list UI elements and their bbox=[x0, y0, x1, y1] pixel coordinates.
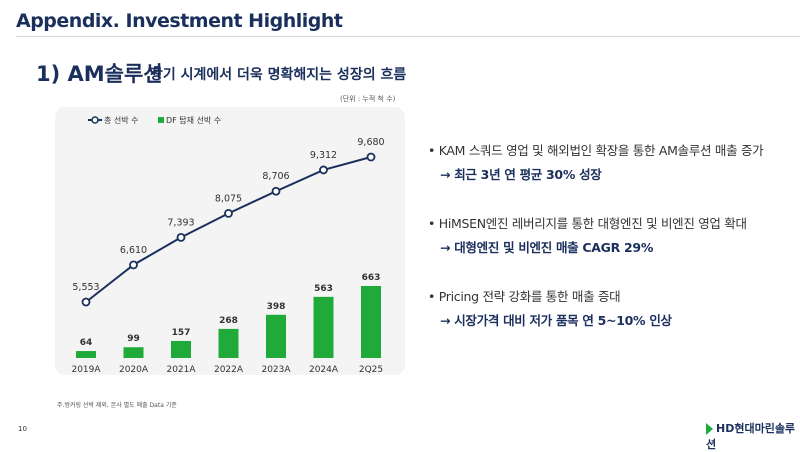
x-tick-label: 2022A bbox=[214, 365, 244, 375]
bar-label: 663 bbox=[362, 273, 381, 283]
line-point bbox=[129, 260, 138, 270]
line-label: 8,706 bbox=[262, 171, 289, 182]
bullet-1-sub: → 최근 3년 연 평균 30% 성장 bbox=[440, 167, 602, 182]
footnote: 주.벙커링 선박 제외, 본사 별도 매출 Data 기준 bbox=[57, 402, 177, 409]
company-logo: HD현대마린솔루션 bbox=[706, 420, 800, 452]
bar-2Q25 bbox=[361, 286, 381, 358]
legend-label-total: 총 선박 수 bbox=[104, 115, 139, 125]
bar-2020A bbox=[123, 347, 144, 358]
bar-2021A bbox=[171, 340, 191, 358]
x-tick-label: 2020A bbox=[119, 365, 149, 375]
bar-label: 268 bbox=[219, 316, 238, 326]
bar-2024A bbox=[313, 296, 334, 358]
x-tick-label: 2023A bbox=[261, 365, 291, 375]
logo-text: HD현대마린솔루션 bbox=[706, 422, 796, 451]
line-label: 6,610 bbox=[120, 245, 147, 256]
line-point bbox=[366, 152, 376, 162]
line-point bbox=[271, 186, 281, 196]
x-tick-label: 2024A bbox=[309, 365, 339, 375]
header-divider bbox=[16, 36, 800, 37]
line-point bbox=[224, 208, 233, 218]
bar-2022A bbox=[218, 328, 239, 358]
line-label: 9,680 bbox=[357, 137, 384, 148]
line-point bbox=[176, 232, 186, 242]
page-number: 10 bbox=[18, 425, 27, 433]
unit-note: (단위 : 누적 척 수) bbox=[340, 95, 396, 103]
bar-2023A bbox=[266, 314, 286, 358]
bullet-2: • HiMSEN엔진 레버리지를 통한 대형엔진 및 비엔진 영업 확대 bbox=[428, 216, 747, 231]
bar-2019A bbox=[76, 351, 96, 358]
x-tick-label: 2019A bbox=[71, 365, 101, 375]
x-tick-label: 2Q25 bbox=[359, 365, 383, 375]
bullet-1-text: KAM 스쿼드 영업 및 해외법인 확장을 통한 AM솔루션 매출 증가 bbox=[438, 143, 764, 158]
total-line bbox=[85, 156, 372, 303]
line-label: 9,312 bbox=[310, 150, 337, 161]
section-title: 1) AM솔루션 bbox=[36, 62, 163, 86]
line-label: 7,393 bbox=[167, 217, 194, 228]
bullet-2-sub: → 대형엔진 및 비엔진 매출 CAGR 29% bbox=[440, 240, 654, 255]
logo-chevron-icon bbox=[706, 423, 713, 435]
line-label: 8,075 bbox=[215, 193, 242, 204]
bar-label: 157 bbox=[172, 328, 191, 338]
section-subtitle: 장기 시계에서 더욱 명확해지는 성장의 흐름 bbox=[150, 67, 407, 83]
page-header: Appendix. Investment Highlight bbox=[16, 10, 343, 32]
bar-label: 398 bbox=[267, 302, 286, 312]
bar-label: 99 bbox=[127, 334, 140, 344]
bullet-3-text: Pricing 전략 강화를 통한 매출 증대 bbox=[438, 289, 621, 304]
bar-label: 64 bbox=[80, 338, 93, 348]
line-point bbox=[319, 165, 328, 175]
bullet-1: • KAM 스쿼드 영업 및 해외법인 확장을 통한 AM솔루션 매출 증가 bbox=[428, 143, 764, 158]
legend-label-df: DF 탑재 선박 수 bbox=[166, 115, 221, 125]
line-label: 5,553 bbox=[72, 282, 99, 293]
bar-label: 563 bbox=[314, 284, 333, 294]
bullet-3: • Pricing 전략 강화를 통한 매출 증대 bbox=[428, 289, 621, 304]
bullet-2-text: HiMSEN엔진 레버리지를 통한 대형엔진 및 비엔진 영업 확대 bbox=[438, 216, 747, 231]
legend-line-marker bbox=[91, 116, 99, 124]
bullet-3-sub: → 시장가격 대비 저가 품목 연 5~10% 인상 bbox=[440, 313, 672, 328]
line-point bbox=[81, 297, 91, 307]
x-tick-label: 2021A bbox=[166, 365, 196, 375]
legend-bar-swatch bbox=[158, 117, 164, 123]
